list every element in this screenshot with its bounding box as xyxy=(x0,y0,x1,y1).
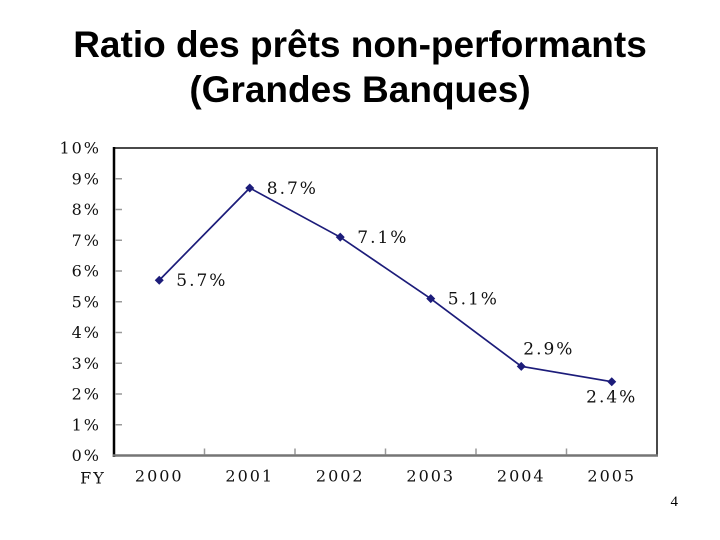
data-point-marker xyxy=(516,361,526,371)
y-axis-tick-label: 8% xyxy=(72,200,101,219)
y-axis-tick-label: 3% xyxy=(72,354,101,373)
data-label: 8.7% xyxy=(267,179,318,199)
y-axis-tick-label: 2% xyxy=(72,385,101,404)
y-axis-tick-label: 10% xyxy=(59,139,101,158)
x-axis-tick-label: 2001 xyxy=(225,467,274,486)
y-axis-tick-label: 5% xyxy=(72,292,101,311)
y-axis-tick-label: 1% xyxy=(72,415,101,434)
data-label: 7.1% xyxy=(357,228,408,248)
slide-title: Ratio des prêts non-performants (Grandes… xyxy=(0,22,720,112)
x-axis-tick-label: 2004 xyxy=(497,467,546,486)
series-line xyxy=(158,186,612,383)
data-point-marker xyxy=(154,275,164,285)
title-line-2: (Grandes Banques) xyxy=(189,69,531,110)
y-axis-tick-label: 0% xyxy=(72,446,101,465)
data-label: 5.7% xyxy=(176,271,227,291)
x-axis-tick-label: 2003 xyxy=(406,467,455,486)
x-axis-tick-label: 2002 xyxy=(316,467,365,486)
data-point-marker xyxy=(607,377,617,387)
data-label: 2.4% xyxy=(586,388,637,408)
y-axis-tick-label: 7% xyxy=(72,231,101,250)
data-label: 2.9% xyxy=(523,339,574,359)
y-axis-tick-label: 9% xyxy=(72,169,101,188)
x-axis-title: FY xyxy=(80,469,106,488)
title-line-1: Ratio des prêts non-performants xyxy=(73,24,647,65)
data-label: 5.1% xyxy=(448,290,499,310)
page-number: 4 xyxy=(670,494,679,510)
x-axis-tick-label: 2005 xyxy=(587,467,636,486)
data-point-marker xyxy=(426,294,436,304)
x-axis-tick-label: 2000 xyxy=(135,467,184,486)
y-axis-tick-label: 6% xyxy=(72,262,101,281)
data-point-marker xyxy=(335,232,345,242)
data-point-marker xyxy=(245,183,255,193)
y-axis-tick-label: 4% xyxy=(72,323,101,342)
